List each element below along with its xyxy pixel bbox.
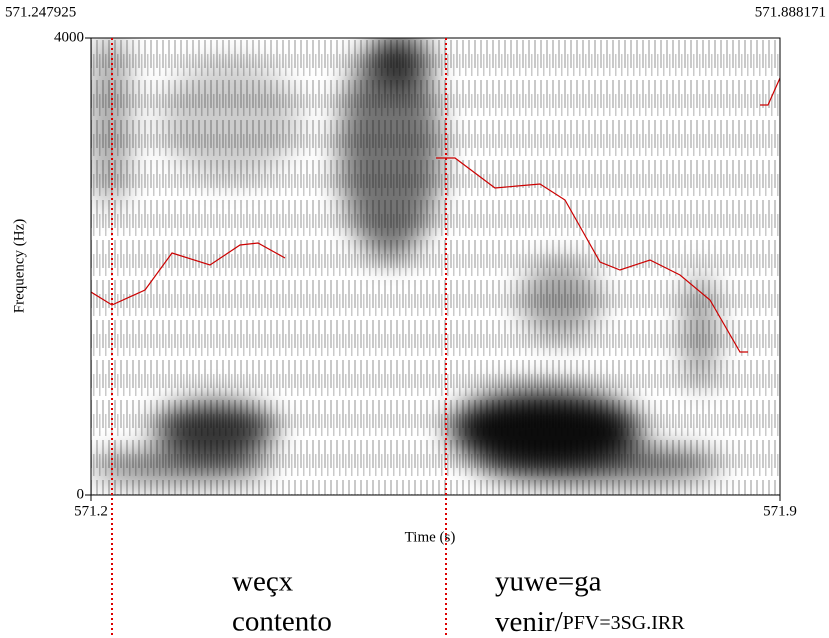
word-form: yuwe=ga — [495, 566, 602, 598]
x-tick-label: 571.2 — [74, 503, 108, 519]
pitch-track — [760, 77, 780, 106]
gloss-main: venir/ — [495, 606, 564, 638]
spectrogram — [91, 38, 780, 495]
y-tick-label: 0 — [77, 486, 85, 502]
pitch-track — [436, 157, 748, 353]
gloss-grammar: PFV=3SG.IRR — [563, 612, 686, 634]
word-gloss: contento — [232, 606, 332, 638]
plot-frame — [90, 37, 781, 496]
y-tick-label: 4000 — [54, 29, 84, 45]
x-axis-label: Time (s) — [405, 529, 456, 545]
end-time: 571.888171 — [755, 4, 826, 20]
word-gloss: venir/PFV=3SG.IRR — [495, 606, 685, 638]
start-time: 571.247925 — [5, 4, 76, 20]
x-tick-label: 571.9 — [763, 503, 797, 519]
word-form: weçx — [232, 566, 294, 598]
y-axis-label: Frequency (Hz) — [11, 219, 27, 314]
pitch-track — [91, 242, 286, 306]
